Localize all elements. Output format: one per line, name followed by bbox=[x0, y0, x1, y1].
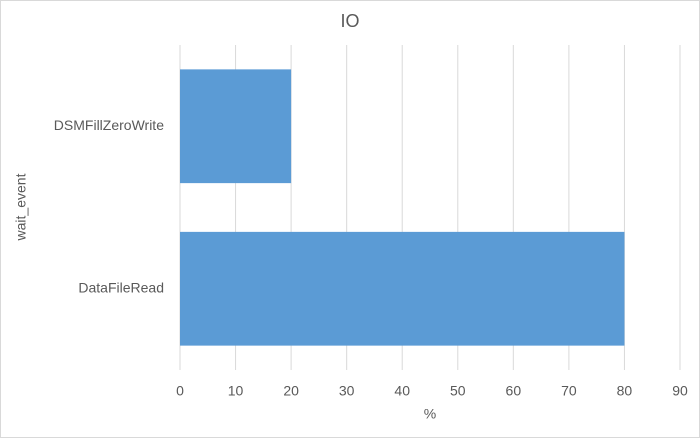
x-tick-label: 50 bbox=[450, 383, 466, 399]
x-tick-label: 20 bbox=[283, 383, 299, 399]
x-tick-label: 0 bbox=[176, 383, 184, 399]
x-tick-label: 90 bbox=[672, 383, 688, 399]
x-tick-label: 40 bbox=[394, 383, 410, 399]
x-tick-label: 30 bbox=[339, 383, 355, 399]
y-tick-label: DSMFillZeroWrite bbox=[54, 117, 164, 133]
x-tick-label: 60 bbox=[506, 383, 522, 399]
bar bbox=[180, 231, 625, 346]
y-axis-label: wait_event bbox=[13, 173, 29, 241]
x-axis-label: % bbox=[424, 406, 436, 422]
bar bbox=[180, 69, 292, 184]
x-tick-label: 80 bbox=[617, 383, 633, 399]
y-tick-label: DataFileRead bbox=[78, 279, 164, 295]
chart-title: IO bbox=[340, 11, 359, 31]
x-tick-label: 70 bbox=[561, 383, 577, 399]
x-tick-label: 10 bbox=[228, 383, 244, 399]
